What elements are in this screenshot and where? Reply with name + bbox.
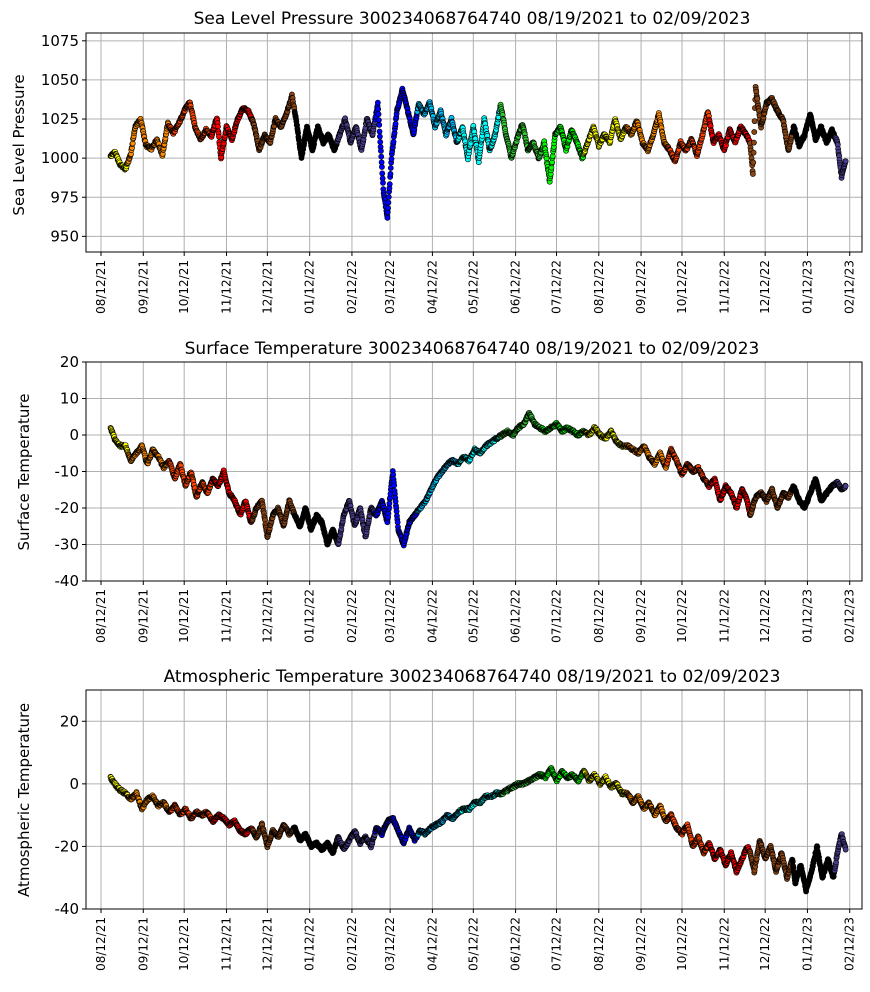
x-tick-label: 12/12/22 xyxy=(758,260,772,314)
data-point xyxy=(391,482,398,489)
y-tick-label: 1000 xyxy=(41,149,79,167)
data-point xyxy=(387,165,394,171)
data-point xyxy=(842,158,849,165)
data-point xyxy=(379,164,385,170)
data-point xyxy=(376,128,383,135)
chart-title: Sea Level Pressure 300234068764740 08/19… xyxy=(194,9,751,29)
data-point xyxy=(385,199,392,206)
y-tick-label: -40 xyxy=(55,572,80,590)
data-point xyxy=(392,120,399,127)
data-point xyxy=(390,138,397,145)
x-tick-label: 09/12/22 xyxy=(634,260,648,314)
y-tick-label: 1075 xyxy=(41,32,79,50)
x-tick-label: 10/12/21 xyxy=(177,260,191,314)
chart-title: Atmospheric Temperature 300234068764740 … xyxy=(164,667,781,687)
data-point xyxy=(750,149,757,156)
x-tick-label: 08/12/21 xyxy=(94,589,108,643)
data-point xyxy=(378,148,384,154)
x-tick-label: 02/12/23 xyxy=(843,589,857,643)
data-point xyxy=(374,99,381,106)
x-tick-label: 11/12/21 xyxy=(219,589,233,643)
data-point xyxy=(388,156,395,162)
x-tick-label: 02/12/23 xyxy=(843,260,857,314)
x-tick-label: 07/12/22 xyxy=(550,589,564,643)
grid xyxy=(86,33,862,252)
y-axis-label: Surface Temperature xyxy=(15,394,33,551)
x-tick-label: 12/12/21 xyxy=(260,260,274,314)
x-tick-label: 06/12/22 xyxy=(509,260,523,314)
x-tick-label: 12/12/21 xyxy=(260,589,274,643)
x-tick-label: 01/12/23 xyxy=(800,589,814,643)
y-tick-label: 975 xyxy=(50,188,79,206)
x-tick-label: 05/12/22 xyxy=(466,260,480,314)
x-tick-label: 01/12/22 xyxy=(303,589,317,643)
x-tick-label: 11/12/22 xyxy=(717,589,731,643)
x-tick-label: 08/12/22 xyxy=(592,589,606,643)
y-tick-label: -30 xyxy=(55,536,80,554)
data-point xyxy=(377,139,384,145)
x-tick-label: 06/12/22 xyxy=(509,589,523,643)
data-point xyxy=(750,171,756,177)
x-tick-label: 12/12/22 xyxy=(758,589,772,643)
x-tick-label: 04/12/22 xyxy=(425,589,439,643)
x-tick-label: 02/12/22 xyxy=(345,589,359,643)
x-tick-label: 09/12/22 xyxy=(634,589,648,643)
data-point xyxy=(375,106,382,113)
y-tick-label: 1050 xyxy=(41,71,79,89)
sea-level-pressure-chart: Sea Level Pressure 300234068764740 08/19… xyxy=(10,9,863,314)
data-point xyxy=(378,153,385,160)
x-tick-label: 01/12/23 xyxy=(800,260,814,314)
data-point xyxy=(751,139,757,146)
data-point xyxy=(750,159,757,166)
x-tick-label: 11/12/22 xyxy=(717,260,731,314)
y-tick-label: 950 xyxy=(50,227,79,245)
data-point xyxy=(380,179,386,186)
data-points xyxy=(107,83,849,221)
y-axis-label: Sea Level Pressure xyxy=(10,74,28,215)
y-tick-label: -10 xyxy=(55,463,80,481)
y-tick-label: 10 xyxy=(60,390,79,408)
y-axis-label: Atmospheric Temperature xyxy=(15,703,33,897)
data-point xyxy=(384,214,391,221)
chart-title: Surface Temperature 300234068764740 08/1… xyxy=(185,339,760,359)
data-point xyxy=(387,170,394,177)
x-tick-label: 10/12/22 xyxy=(675,589,689,643)
data-point xyxy=(216,133,222,140)
x-tick-label: 03/12/22 xyxy=(383,260,397,314)
data-point xyxy=(375,117,382,124)
data-point xyxy=(376,133,383,140)
data-point xyxy=(386,181,393,188)
data-point xyxy=(375,111,382,118)
data-point xyxy=(549,153,556,160)
y-tick-label: -20 xyxy=(55,499,80,517)
x-tick-label: 08/12/22 xyxy=(592,260,606,314)
data-point xyxy=(215,123,221,130)
data-point xyxy=(751,118,758,125)
data-point xyxy=(379,170,386,177)
x-tick-label: 11/12/21 xyxy=(219,260,233,314)
x-tick-label: 03/12/22 xyxy=(383,589,397,643)
data-point xyxy=(842,483,849,489)
x-tick-label: 07/12/22 xyxy=(550,260,564,314)
x-tick-label: 01/12/22 xyxy=(303,260,317,314)
data-point xyxy=(751,129,758,135)
y-tick-label: 0 xyxy=(69,426,79,444)
x-tick-label: 04/12/22 xyxy=(425,260,439,314)
x-tick-label: 10/12/21 xyxy=(177,589,191,643)
x-tick-label: 05/12/22 xyxy=(466,589,480,643)
data-point xyxy=(754,95,761,102)
y-tick-label: 1025 xyxy=(41,110,79,128)
x-tick-label: 10/12/22 xyxy=(675,260,689,314)
y-tick-label: 20 xyxy=(60,353,79,371)
x-tick-label: 08/12/21 xyxy=(94,260,108,314)
data-point xyxy=(385,194,392,200)
x-tick-label: 02/12/22 xyxy=(345,260,359,314)
x-tick-label: 09/12/21 xyxy=(136,589,150,643)
data-point xyxy=(385,205,391,212)
data-point xyxy=(376,122,383,128)
x-tick-label: 09/12/21 xyxy=(136,260,150,314)
